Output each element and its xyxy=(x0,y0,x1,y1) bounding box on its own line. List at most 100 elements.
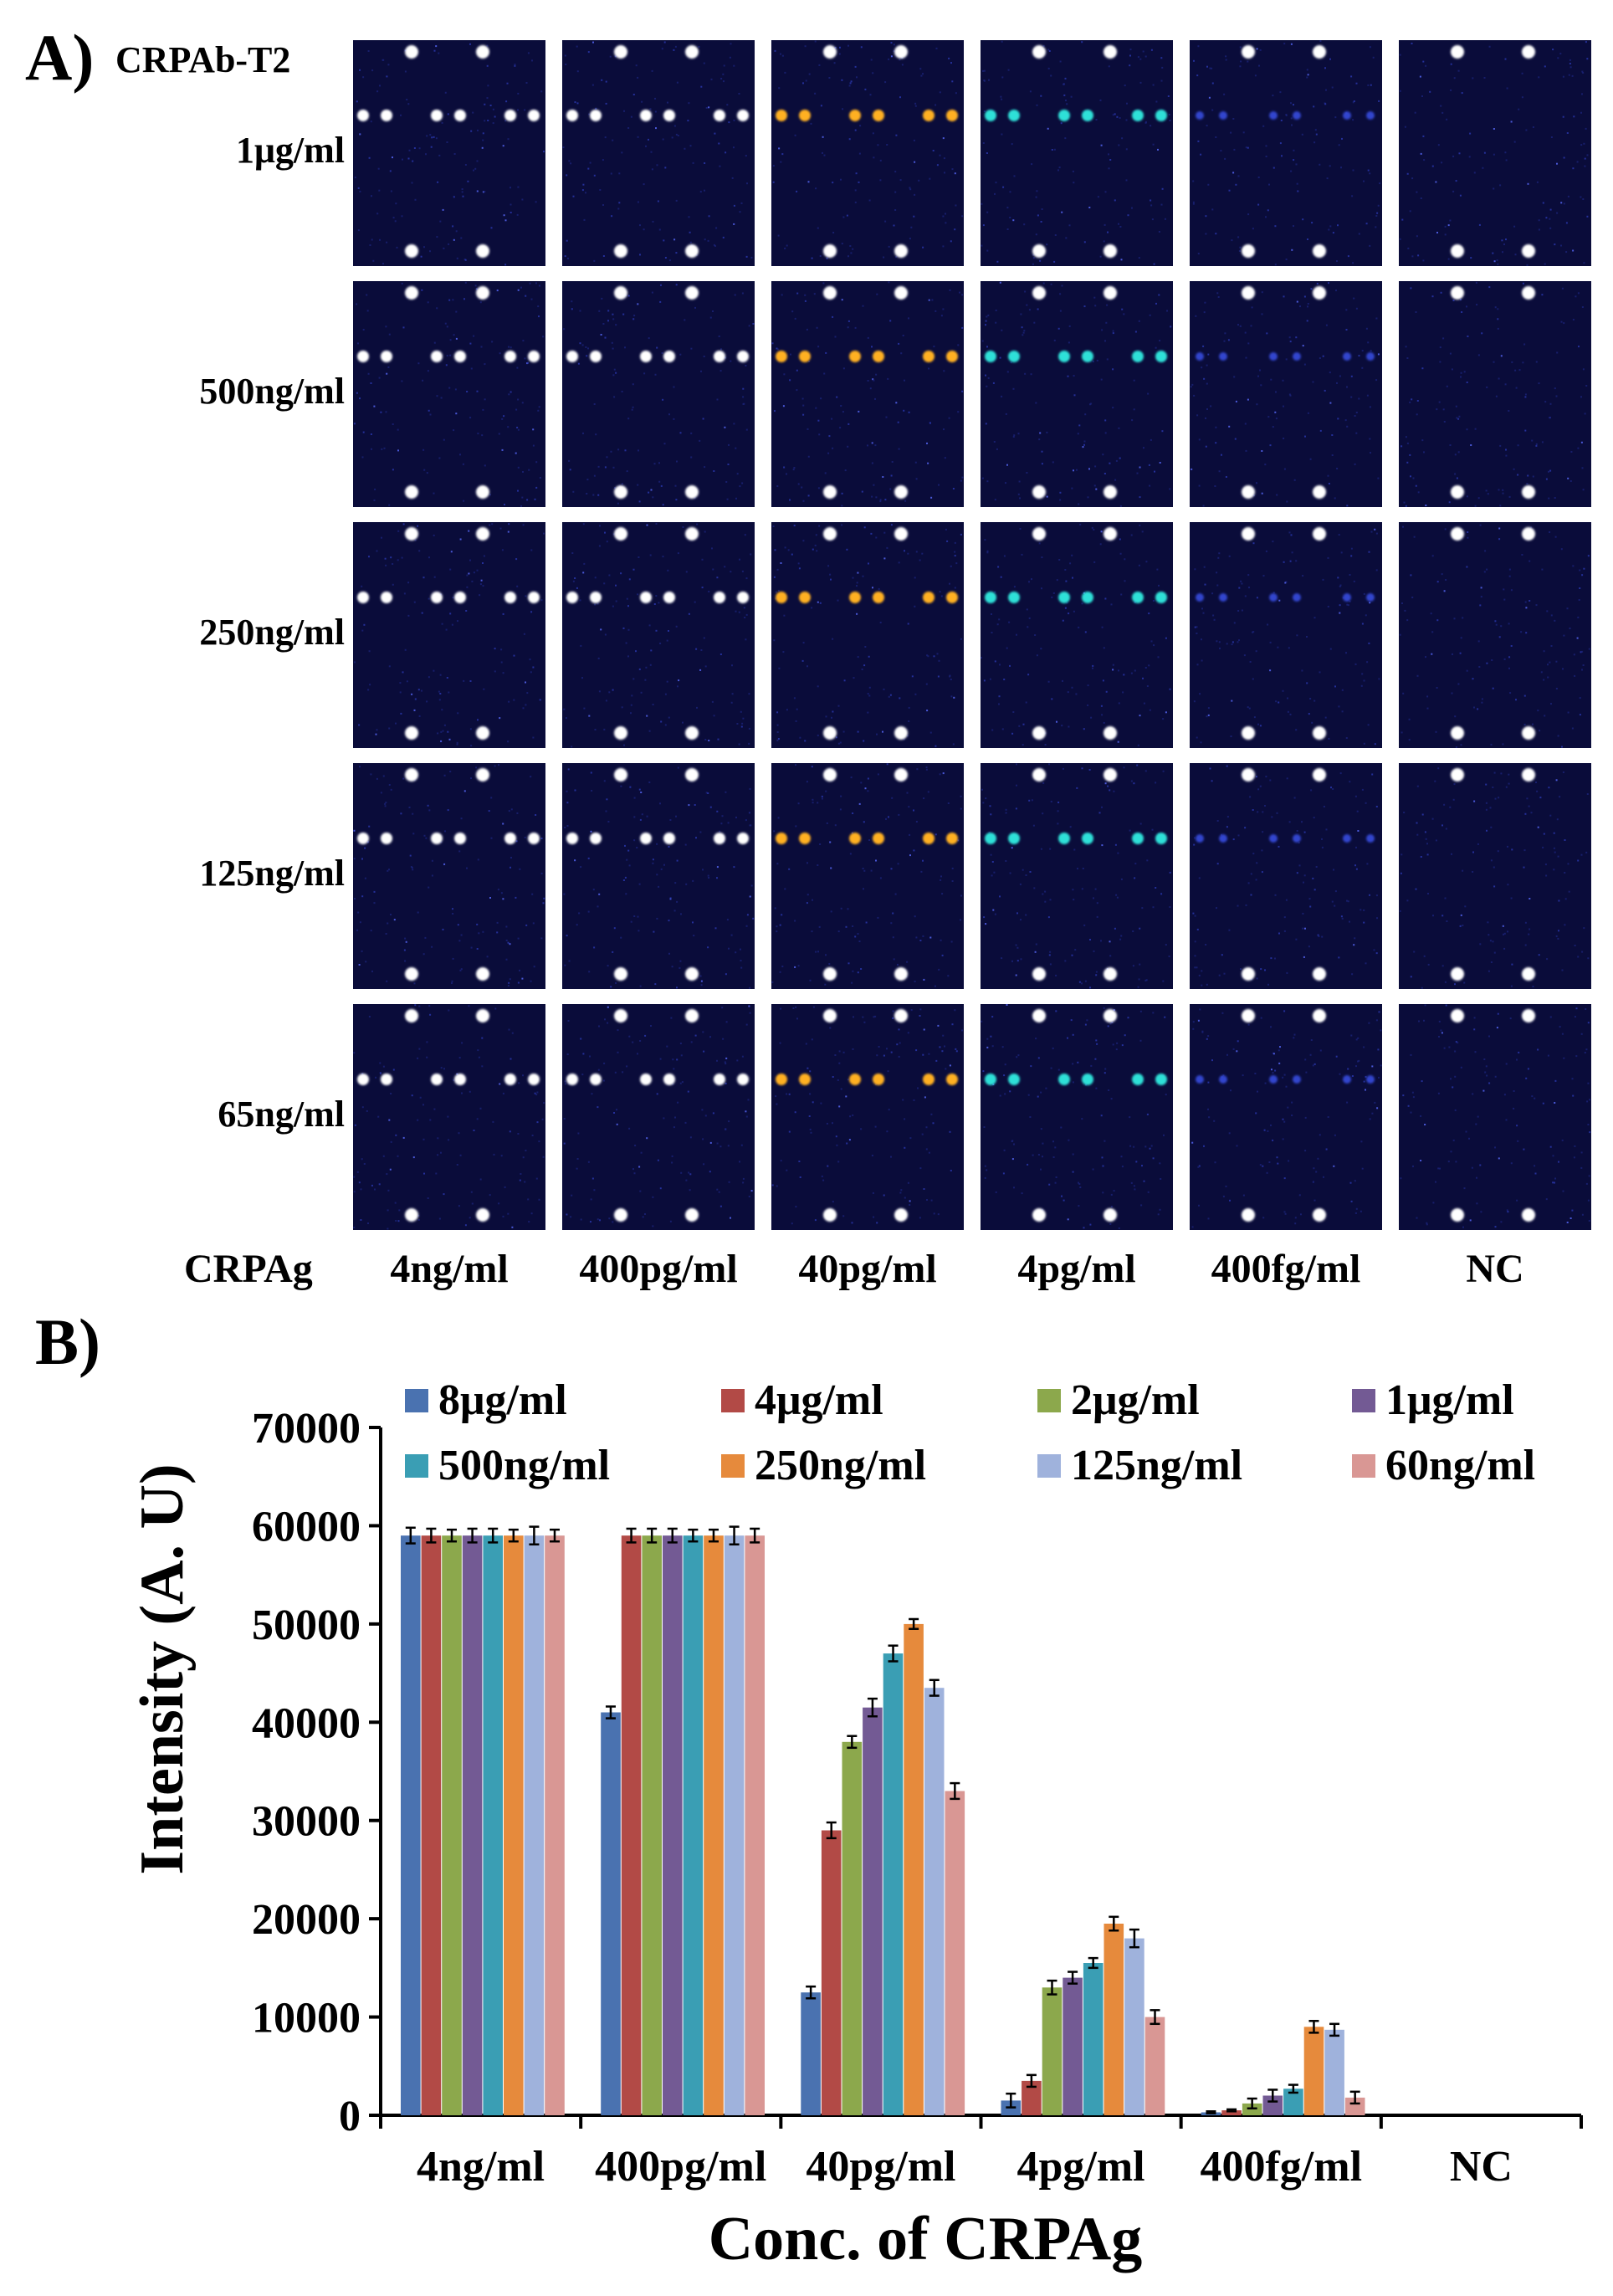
bar xyxy=(545,1535,565,2115)
array-tile xyxy=(771,763,964,989)
x-tick-label: 4ng/ml xyxy=(417,2143,545,2191)
tile-background xyxy=(771,763,964,989)
legend-label: 60ng/ml xyxy=(1385,1442,1535,1489)
legend-swatch xyxy=(1352,1389,1375,1412)
background-noise xyxy=(981,281,1172,507)
marker-spots xyxy=(823,1009,908,1222)
array-tile xyxy=(771,1004,964,1230)
bar xyxy=(524,1535,545,2115)
marker-spots xyxy=(1451,768,1535,981)
error-bar xyxy=(929,1678,940,1697)
error-bar xyxy=(1349,2090,1360,2105)
error-bar xyxy=(1026,2073,1037,2088)
signal-spots xyxy=(985,110,1167,121)
signal-spots xyxy=(985,351,1167,362)
series xyxy=(421,1527,1242,2115)
bar xyxy=(801,1992,821,2115)
legend-item: 125ng/ml xyxy=(1037,1442,1242,1489)
error-bar xyxy=(667,1527,678,1544)
background-noise xyxy=(1190,282,1380,507)
legend-label: 125ng/ml xyxy=(1071,1442,1242,1489)
signal-spots xyxy=(566,833,749,844)
column-label: 400fg/ml xyxy=(1211,1247,1361,1291)
series xyxy=(483,1527,1303,2115)
panel-a: A) CRPAb-T2 1μg/ml 500ng/ml 250ng/ml 125ng/… xyxy=(25,21,1591,1291)
tile-background xyxy=(1190,1004,1382,1230)
array-tile xyxy=(981,1004,1173,1230)
signal-spots xyxy=(776,1074,958,1085)
background-noise xyxy=(1191,1008,1382,1228)
column-label: 4pg/ml xyxy=(1017,1247,1135,1291)
bar xyxy=(1063,1977,1083,2115)
tile-background xyxy=(562,522,755,748)
x-tick-label: NC xyxy=(1450,2143,1513,2191)
y-axis-title: Intensity (A. U) xyxy=(128,1463,197,1874)
error-bar xyxy=(867,1697,878,1718)
background-noise xyxy=(353,281,545,507)
marker-spots xyxy=(1451,286,1535,499)
array-tile xyxy=(981,763,1173,989)
legend-label: 8μg/ml xyxy=(438,1376,567,1424)
tile-background xyxy=(353,763,545,989)
series xyxy=(442,1527,1262,2115)
array-tile xyxy=(562,522,755,748)
error-bar xyxy=(1329,2022,1340,2037)
bar xyxy=(504,1535,524,2115)
legend-swatch xyxy=(1037,1454,1061,1478)
legend-swatch xyxy=(405,1454,428,1478)
array-tile xyxy=(1190,522,1382,748)
signal-spots xyxy=(1196,593,1375,602)
bar xyxy=(462,1535,483,2115)
error-bar xyxy=(1247,2097,1257,2110)
legend-swatch xyxy=(405,1389,428,1412)
legend-label: 4μg/ml xyxy=(755,1376,883,1424)
row-label: 500ng/ml xyxy=(199,371,345,412)
error-bar xyxy=(888,1644,899,1663)
background-noise xyxy=(771,1006,963,1225)
tile-background xyxy=(981,1004,1173,1230)
bar xyxy=(1083,1963,1103,2115)
legend-label: 1μg/ml xyxy=(1385,1376,1514,1424)
microarray-tiles xyxy=(353,40,1591,1230)
error-bar xyxy=(508,1528,519,1543)
marker-spots xyxy=(1032,527,1117,740)
tile-background xyxy=(981,522,1173,748)
marker-spots xyxy=(823,286,908,499)
error-bar xyxy=(1288,2083,1298,2094)
legend-label: 250ng/ml xyxy=(755,1442,926,1489)
legend-item: 2μg/ml xyxy=(1037,1376,1200,1424)
legend-item: 8μg/ml xyxy=(405,1376,567,1424)
signal-spots xyxy=(357,351,540,362)
signal-spots xyxy=(1196,111,1375,120)
bar xyxy=(863,1707,883,2115)
row-label: 1μg/ml xyxy=(236,130,345,171)
legend-swatch xyxy=(1352,1454,1375,1478)
legend-item: 60ng/ml xyxy=(1352,1442,1535,1489)
error-bar xyxy=(729,1525,740,1545)
marker-spots xyxy=(1242,1009,1326,1222)
bar xyxy=(1283,2088,1303,2115)
marker-spots xyxy=(823,527,908,740)
background-noise xyxy=(1193,528,1380,746)
signal-spots xyxy=(357,833,540,844)
error-bar xyxy=(688,1528,699,1543)
marker-spots xyxy=(1242,45,1326,258)
tile-background xyxy=(353,281,545,507)
background-noise xyxy=(981,523,1171,746)
error-bar xyxy=(826,1821,837,1840)
signal-spots xyxy=(985,1074,1167,1085)
error-bar xyxy=(488,1527,499,1544)
legend-swatch xyxy=(721,1454,745,1478)
tile-background xyxy=(562,40,755,266)
signal-spots xyxy=(985,592,1167,603)
marker-spots xyxy=(405,286,489,499)
error-bar xyxy=(708,1528,719,1543)
tile-background xyxy=(562,763,755,989)
error-bar xyxy=(1109,1915,1119,1932)
tile-background xyxy=(1190,281,1382,507)
bar xyxy=(442,1535,462,2115)
marker-spots xyxy=(405,527,489,740)
signal-spots xyxy=(776,351,958,362)
series xyxy=(462,1527,1283,2115)
